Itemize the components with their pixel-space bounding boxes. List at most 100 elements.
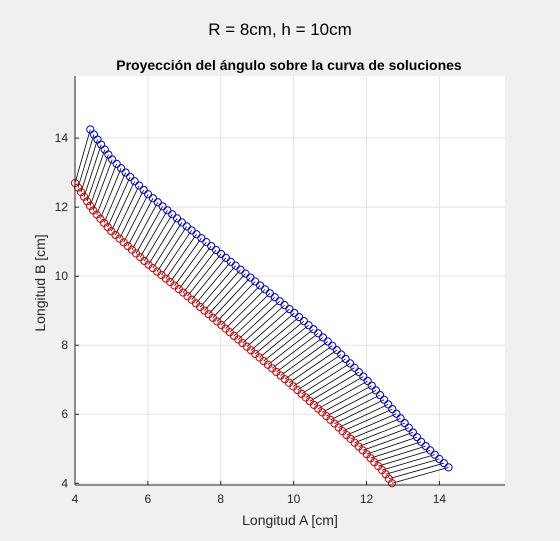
blue-point <box>354 368 364 377</box>
projection-line <box>354 422 405 444</box>
projection-line <box>156 226 188 272</box>
y-tick-label: 8 <box>61 338 68 352</box>
blue-point <box>246 273 255 282</box>
projection-line <box>342 408 393 432</box>
projection-line <box>100 168 122 219</box>
projection-line <box>358 427 409 447</box>
projection-line <box>271 333 319 369</box>
projection-line <box>191 257 227 301</box>
projection-line <box>119 189 144 239</box>
projection-line <box>216 281 256 322</box>
projection-line <box>391 467 449 484</box>
projection-line <box>254 316 300 355</box>
blue-point <box>135 181 144 190</box>
y-tick-label: 10 <box>55 269 69 283</box>
projection-line <box>135 206 163 254</box>
x-axis-label: Longitud A [cm] <box>242 512 338 528</box>
projection-line <box>284 345 333 380</box>
blue-point <box>216 249 226 259</box>
projection-line <box>309 371 360 402</box>
blue-point <box>400 418 409 428</box>
blue-point <box>304 321 313 330</box>
projection-line <box>381 454 435 471</box>
projection-line <box>96 163 118 215</box>
blue-point <box>285 304 294 314</box>
blue-point <box>117 164 126 173</box>
projection-line <box>305 367 355 398</box>
blue-point <box>345 359 355 368</box>
projection-line <box>123 194 149 243</box>
blue-point <box>290 308 299 318</box>
blue-point <box>202 238 211 247</box>
blue-point <box>112 159 121 168</box>
projection-line <box>127 198 154 247</box>
projection-line <box>293 354 342 387</box>
blue-point <box>148 194 158 203</box>
blue-point <box>121 168 130 177</box>
projection-line <box>246 308 290 347</box>
blue-point <box>221 253 230 262</box>
projection-line <box>346 413 397 436</box>
projection-line <box>276 337 324 373</box>
projection-line <box>280 341 328 376</box>
red-point-series <box>70 178 397 488</box>
projection-line <box>378 449 431 467</box>
y-tick-label: 6 <box>61 407 68 421</box>
blue-point <box>260 285 270 294</box>
blue-point <box>396 414 405 423</box>
projection-line <box>322 385 372 413</box>
blue-point <box>309 325 318 334</box>
projection-line <box>374 445 426 463</box>
blue-point <box>144 190 153 199</box>
blue-point <box>172 214 182 223</box>
projection-line <box>267 328 314 366</box>
projection-line <box>338 404 389 428</box>
blue-point <box>177 218 186 227</box>
x-tick-label: 10 <box>287 492 301 506</box>
blue-point <box>126 172 135 181</box>
blue-point <box>207 241 216 251</box>
blue-point <box>371 386 380 395</box>
x-tick-label: 4 <box>72 492 79 506</box>
projection-line <box>169 237 202 283</box>
projection-line <box>107 176 131 228</box>
blue-point <box>375 390 385 400</box>
blue-point <box>130 177 139 186</box>
blue-point <box>359 372 368 381</box>
projection-line <box>350 418 401 440</box>
projection-line <box>115 185 140 236</box>
blue-point <box>337 350 346 359</box>
projection-line <box>212 277 251 319</box>
projection-line <box>288 349 337 384</box>
projection-line <box>77 134 95 188</box>
blue-point-series <box>86 125 453 472</box>
blue-point <box>444 463 453 472</box>
axes <box>74 76 505 486</box>
blue-point <box>430 450 439 459</box>
projection-line <box>152 222 183 269</box>
blue-point <box>341 354 350 364</box>
projection-line <box>187 253 222 297</box>
chart-title: Proyección del ángulo sobre la curva de … <box>116 57 462 73</box>
projection-line <box>317 380 368 410</box>
projection-line <box>148 218 178 265</box>
blue-point <box>328 341 337 350</box>
projection-line <box>110 181 135 232</box>
blue-point <box>197 234 206 243</box>
blue-point <box>435 454 444 464</box>
red-point <box>387 479 397 488</box>
blue-point <box>318 333 328 342</box>
blue-point <box>251 277 260 286</box>
projection-line <box>259 320 305 358</box>
blue-point <box>236 265 245 274</box>
blue-point <box>187 226 196 235</box>
projection-line <box>301 363 351 395</box>
blue-point <box>417 437 426 446</box>
projection-line <box>313 376 364 406</box>
x-tick-label: 6 <box>145 492 152 506</box>
projection-line <box>89 154 109 207</box>
projection-line <box>225 289 266 329</box>
projection-line <box>86 149 106 202</box>
blue-point <box>439 459 448 468</box>
